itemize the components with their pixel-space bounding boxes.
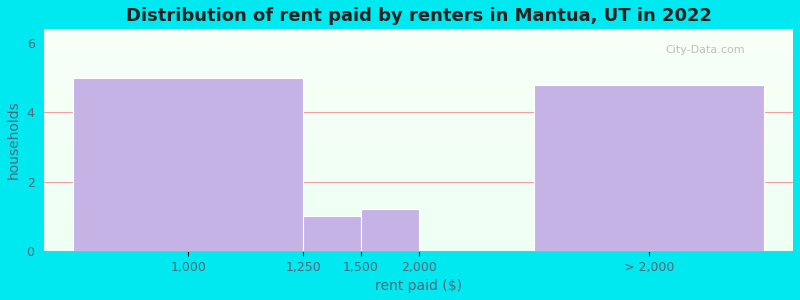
X-axis label: rent paid ($): rent paid ($) bbox=[375, 279, 462, 293]
Bar bbox=[73, 78, 303, 251]
Y-axis label: households: households bbox=[7, 101, 21, 179]
Title: Distribution of rent paid by renters in Mantua, UT in 2022: Distribution of rent paid by renters in … bbox=[126, 7, 712, 25]
Bar bbox=[361, 209, 418, 251]
Bar bbox=[534, 85, 764, 251]
Text: City-Data.com: City-Data.com bbox=[666, 45, 746, 55]
Bar bbox=[303, 216, 361, 251]
